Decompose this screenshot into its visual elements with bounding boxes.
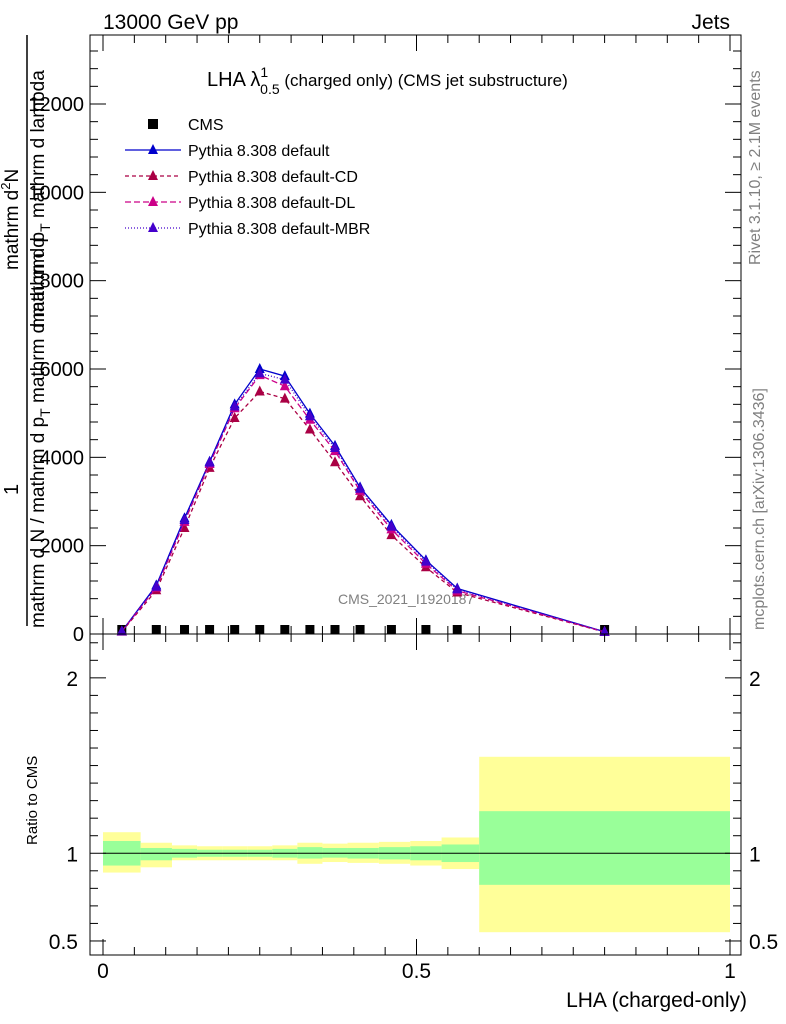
series-marker (279, 392, 290, 403)
series-line (121, 390, 605, 633)
x-axis-label: LHA (charged-only) (566, 989, 747, 1012)
series-marker (599, 625, 610, 636)
cms-data-point (255, 625, 265, 634)
ylabel-top: mathrm d2N (0, 169, 23, 270)
cms-data-point (355, 625, 365, 634)
series-marker (179, 522, 190, 532)
cms-data-point (386, 625, 396, 634)
main-y-tick-label: 10000 (28, 182, 84, 204)
cms-data-point (151, 625, 161, 634)
legend-marker (148, 222, 158, 232)
ratio-x-axis: 0 0.5 1 (97, 634, 736, 983)
legend-marker (148, 196, 158, 206)
ratio-y-tick-label: 1 (66, 843, 78, 866)
cms-data-point (452, 625, 462, 634)
series-marker (386, 520, 397, 531)
main-y-tick-label: 0 (73, 624, 84, 646)
legend-label: Pythia 8.308 default (188, 143, 330, 160)
legend-label: Pythia 8.308 default-MBR (188, 221, 370, 238)
cms-data-point (180, 625, 190, 634)
x-tick-label: 0 (97, 960, 109, 983)
main-y-tick-label: 6000 (40, 359, 85, 381)
title-superscript: 1 (260, 64, 268, 80)
main-y-tick-label: 4000 (40, 447, 85, 469)
ratio-y-tick-label-right: 1 (749, 843, 761, 866)
cms-data-point (330, 625, 340, 634)
series-line (121, 374, 605, 633)
ratio-y-axis: 0.5 0.5 1 1 2 2 (49, 642, 778, 954)
cms-data-point (205, 625, 215, 634)
svg-text:LHA λ10.5 (charged only) (CMS: LHA λ1 0.5 (charged only) (CMS jet substr… (207, 64, 568, 97)
series-marker (279, 380, 290, 391)
rivet-version-label: Rivet 3.1.10, ≥ 2.1M events (747, 70, 764, 265)
series-marker (355, 490, 366, 501)
header-jets-label: Jets (691, 11, 730, 34)
x-tick-label: 1 (724, 960, 736, 983)
title-subscript: 0.5 (260, 81, 280, 97)
ylabel-denominator: mathrm d N / mathrm d pT mathrm d mathrm… (28, 237, 53, 628)
plot-title: LHA λ1 0.5 (charged only) (CMS jet substr… (207, 64, 568, 97)
series-marker (304, 410, 315, 421)
analysis-id-label: CMS_2021_I1920187 (338, 591, 474, 607)
series-marker (151, 580, 162, 591)
legend-label: Pythia 8.308 default-DL (188, 195, 355, 212)
series-marker (452, 583, 463, 594)
series-marker (329, 442, 340, 453)
ylabel-top-right: mathrm d pT mathrm d lambda (28, 70, 53, 328)
cms-data-point (421, 625, 431, 634)
series-marker (355, 482, 366, 493)
series-line (121, 368, 605, 633)
title-rest: (charged only) (CMS jet substructure) (280, 71, 568, 90)
main-y-tick-label: 12000 (28, 94, 84, 116)
series-marker (204, 456, 215, 467)
legend-label: CMS (188, 117, 224, 134)
legend: CMS Pythia 8.308 default Pythia 8.308 defa… (125, 117, 370, 238)
title-main: LHA λ (207, 69, 260, 91)
series-marker (229, 412, 240, 423)
ratio-inner-band (479, 811, 730, 885)
cms-data-point (280, 625, 290, 634)
series-marker (304, 423, 315, 434)
series-marker (329, 456, 340, 467)
main-y-tick-label: 2000 (40, 536, 85, 558)
series-line (121, 372, 605, 633)
ratio-y-tick-label: 2 (66, 668, 78, 691)
ratio-y-tick-label-right: 2 (749, 668, 761, 691)
cms-data-point (305, 625, 315, 634)
main-y-axis: 0 2000 4000 6000 8000 10000 12000 (28, 50, 741, 646)
series-marker (386, 529, 397, 540)
legend-label: Pythia 8.308 default-CD (188, 169, 358, 186)
series-marker (279, 373, 290, 384)
ratio-plot-frame (89, 633, 742, 956)
ratio-y-tick-label-right: 0.5 (749, 931, 778, 954)
header-collision-label: 13000 GeV pp (103, 11, 238, 34)
main-x-axis (102, 35, 731, 634)
mcplots-reference-label: mcplots.cern.ch [arXiv:1306.3436] (751, 388, 768, 630)
series-marker (229, 400, 240, 411)
legend-marker (148, 119, 158, 129)
series-marker (420, 555, 431, 566)
ratio-y-tick-label: 0.5 (49, 931, 78, 954)
ratio-inner-band (140, 848, 172, 861)
cms-data-point (230, 625, 240, 634)
legend-marker (148, 144, 158, 154)
series-marker (254, 385, 265, 396)
ratio-y-axis-label: Ratio to CMS (24, 756, 41, 845)
series-marker (179, 514, 190, 525)
series-marker (116, 625, 127, 636)
x-tick-label: 0.5 (402, 960, 431, 983)
ratio-bands (103, 756, 730, 933)
ylabel-numerator: 1 (1, 484, 23, 495)
series-marker (254, 367, 265, 378)
legend-marker (148, 170, 158, 180)
ratio-panel: 0.5 0.51 12 2 0 0.5 1 Ratio to CMS LHA (charg… (24, 633, 778, 1012)
main-y-tick-label: 8000 (40, 271, 85, 293)
series-layer (116, 363, 610, 637)
main-y-axis-label: 1 mathrm d N / mathrm d pT mathrm d math… (0, 35, 53, 628)
